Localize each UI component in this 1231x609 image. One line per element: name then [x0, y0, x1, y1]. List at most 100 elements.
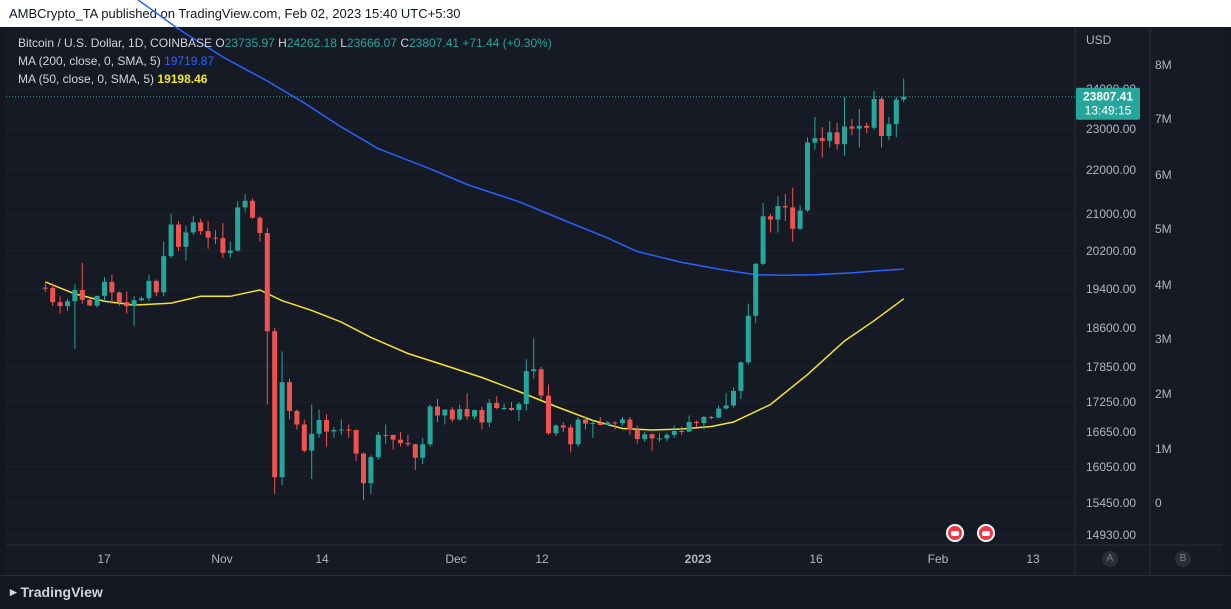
candle [716, 405, 722, 419]
candle-body [139, 298, 144, 301]
candle-body [731, 390, 736, 406]
candle-body [287, 382, 292, 411]
ma50-line [45, 281, 905, 431]
candle-body [671, 431, 677, 435]
candle [420, 437, 426, 465]
ma200-layer [136, 0, 904, 276]
close-label: C [400, 36, 409, 50]
candle-body [753, 263, 759, 316]
volume-tick-label: 8M [1155, 58, 1172, 72]
candle [331, 427, 337, 438]
candle-body [375, 434, 381, 458]
candle [494, 396, 500, 410]
close-value: 23807.41 [409, 36, 460, 50]
candle-body [738, 362, 744, 391]
candle [427, 404, 433, 447]
candle-body [472, 410, 477, 417]
candle [597, 417, 603, 426]
candle-body [50, 288, 56, 303]
candle-body [797, 210, 803, 229]
candle-body [553, 425, 559, 434]
candle [620, 417, 625, 426]
candle-body [745, 315, 751, 363]
candle [694, 420, 699, 427]
candle [353, 429, 359, 462]
candle-body [316, 420, 322, 434]
volume-tick-label: 3M [1155, 332, 1172, 346]
candle-body [494, 403, 500, 408]
candle [102, 277, 107, 302]
candle [338, 419, 344, 435]
price-tick-label: 15450.00 [1086, 496, 1136, 510]
candle [538, 367, 544, 400]
candle-body [597, 423, 603, 425]
candle [775, 196, 781, 233]
candles-layer [42, 78, 907, 500]
volume-tick-label: 2M [1155, 387, 1172, 401]
candle-body [435, 406, 440, 416]
candle [612, 421, 618, 430]
candle-body [124, 302, 130, 307]
legend-ma50-row[interactable]: MA (50, close, 0, SMA, 5) 19198.46 [18, 70, 552, 88]
candle [523, 359, 529, 411]
publish-header: AMBCrypto_TA published on TradingView.co… [0, 0, 1231, 27]
candle [686, 415, 692, 432]
candle-body [649, 434, 655, 439]
volume-tick-label: 6M [1155, 168, 1172, 182]
candle [109, 274, 115, 304]
candle [198, 218, 204, 235]
candle [782, 194, 788, 221]
last-price-value: 23807.41 [1083, 90, 1133, 104]
candle-body [79, 290, 85, 300]
candle-body [102, 281, 107, 296]
candle-body [901, 96, 907, 100]
candle-body [398, 439, 403, 444]
open-label: O [215, 36, 225, 50]
candle [442, 409, 448, 425]
candle [886, 117, 892, 141]
candle [849, 119, 855, 136]
candle-body [620, 419, 625, 423]
currency-label: USD [1086, 33, 1112, 47]
candle-body [708, 417, 714, 418]
price-tick-label: 16050.00 [1086, 460, 1136, 474]
candle-body [116, 292, 122, 303]
candle-body [568, 427, 574, 445]
candle [57, 296, 63, 314]
candle [42, 283, 48, 292]
us-flag-event-icon[interactable] [946, 524, 964, 542]
ma200-label: MA (200, close, 0, SMA, 5) [18, 54, 161, 68]
candle [879, 97, 884, 148]
candle-body [353, 430, 359, 454]
price-tick-label: 17250.00 [1086, 395, 1136, 409]
candle-body [168, 224, 174, 257]
time-tick-label: 13 [1026, 552, 1040, 566]
time-tick-label: 17 [97, 552, 111, 566]
candle-body [94, 295, 100, 306]
candle [871, 91, 877, 130]
us-flag-event-icon[interactable] [977, 524, 995, 542]
chart-panel[interactable] [6, 28, 1223, 575]
candle-body [235, 207, 241, 251]
candle [671, 425, 677, 438]
tradingview-logo[interactable]: ▸ TradingView [10, 584, 103, 600]
candle-body [449, 409, 455, 420]
candle [139, 296, 144, 302]
candle-body [701, 417, 707, 423]
candle-body [109, 281, 115, 293]
auto-scale-button[interactable]: A [1102, 551, 1118, 567]
candle [834, 123, 840, 150]
candle-body [516, 404, 522, 410]
candle-body [879, 99, 884, 136]
candle [701, 415, 707, 430]
candle [250, 198, 255, 219]
candle-body [272, 331, 278, 478]
legend-ma200-row[interactable]: MA (200, close, 0, SMA, 5) 19719.87 [18, 52, 552, 70]
candle [479, 407, 485, 430]
scale-b-button[interactable]: B [1175, 551, 1191, 567]
candle [893, 97, 899, 138]
candle [383, 424, 389, 444]
price-tick-label: 20200.00 [1086, 244, 1136, 258]
